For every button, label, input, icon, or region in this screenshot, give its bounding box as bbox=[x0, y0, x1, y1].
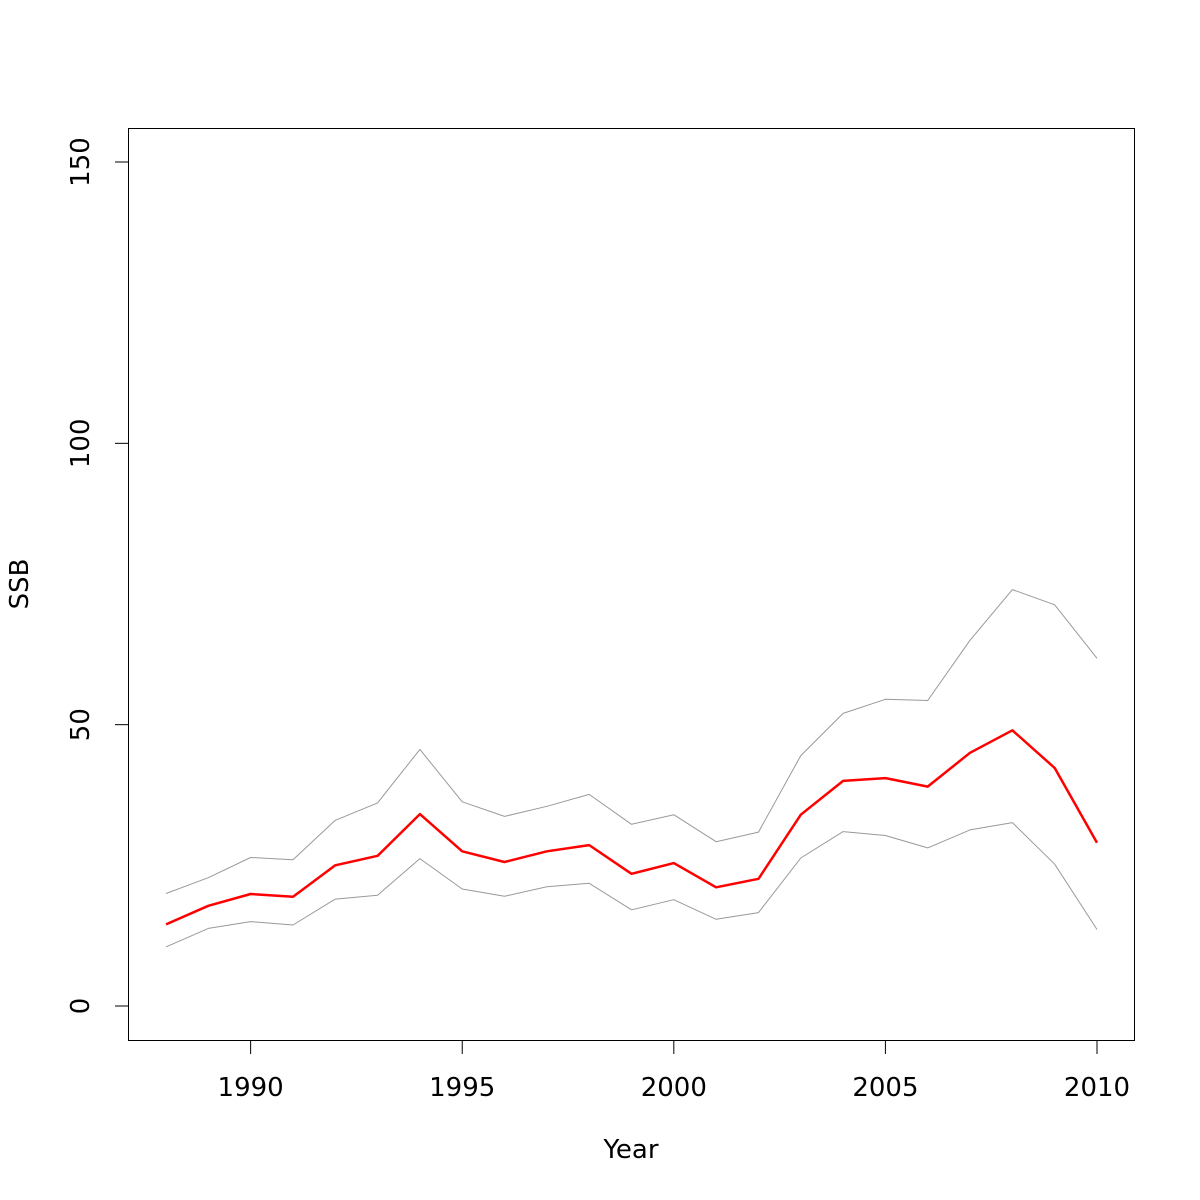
y-tick-label: 50 bbox=[66, 708, 96, 741]
x-tick-label: 2005 bbox=[852, 1073, 918, 1103]
x-axis-label: Year bbox=[602, 1135, 658, 1165]
y-tick-label: 0 bbox=[66, 998, 96, 1015]
series-layer bbox=[165, 589, 1099, 948]
plot-box bbox=[128, 128, 1135, 1041]
y-axis: 0 50 100 150 bbox=[66, 137, 129, 1014]
x-tick-label: 2000 bbox=[641, 1073, 707, 1103]
y-axis-label: SSB bbox=[5, 559, 35, 610]
y-tick-label: 150 bbox=[66, 137, 96, 187]
x-tick-label: 1990 bbox=[218, 1073, 284, 1103]
x-tick-label: 1995 bbox=[429, 1073, 495, 1103]
ssb-estimate-line bbox=[165, 729, 1099, 926]
ssb-upper-bound-line bbox=[165, 589, 1098, 894]
x-tick-label: 2010 bbox=[1064, 1073, 1130, 1103]
x-axis: 1990 1995 2000 2005 2010 bbox=[218, 1040, 1130, 1103]
y-tick-label: 100 bbox=[66, 419, 96, 469]
ssb-lower-bound-line bbox=[165, 822, 1098, 948]
